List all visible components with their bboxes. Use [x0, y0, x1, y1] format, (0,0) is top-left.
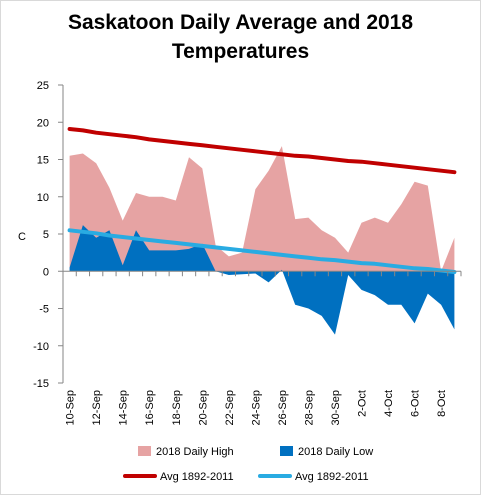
x-tick-label: 4-Oct [383, 390, 395, 417]
y-tick-label: -15 [33, 378, 49, 390]
x-tick-label: 26-Sep [277, 390, 289, 425]
legend-label-2: Avg 1892-2011 [160, 471, 234, 483]
legend-swatch-0 [138, 446, 151, 456]
axes-group: -15 -10 -5 0 5 10 15 20 25 10-Sep 12-Sep 14-Sep 16-S… [18, 80, 462, 426]
y-tick-label: 25 [37, 80, 49, 92]
y-axis-label: C [18, 231, 26, 243]
line-series-2 [67, 127, 457, 175]
area-series-1 [69, 225, 455, 335]
area-series-group [69, 146, 455, 335]
chart-title-line-1: Saskatoon Daily Average and 2018 [67, 11, 414, 34]
y-tick-label: 10 [37, 192, 49, 204]
x-tick-label: 20-Sep [197, 390, 209, 425]
x-tick-label: 2-Oct [357, 390, 369, 417]
chart-title: Saskatoon Daily Average and 2018 Tempera… [0, 8, 481, 66]
legend-label-3: Avg 1892-2011 [295, 471, 369, 483]
x-tick-label: 24-Sep [250, 390, 262, 425]
line-series-3 [67, 228, 457, 274]
x-tick-label: 16-Sep [144, 390, 156, 425]
y-tick-label: 5 [43, 229, 49, 241]
y-tick-label: -10 [33, 341, 49, 353]
x-tick-label: 8-Oct [436, 390, 448, 417]
x-tick-label: 18-Sep [171, 390, 183, 425]
x-tick-label: 14-Sep [118, 390, 130, 425]
chart-title-line-2: Temperatures [171, 40, 310, 63]
x-tick-label: 28-Sep [303, 390, 315, 425]
x-tick-label: 10-Sep [65, 390, 77, 425]
legend-label-1: 2018 Daily Low [298, 446, 373, 458]
x-tick-label: 6-Oct [410, 390, 422, 417]
y-tick-label: -5 [39, 304, 49, 316]
y-tick-label: 15 [37, 155, 49, 167]
line-series-group [67, 127, 457, 274]
legend-label-0: 2018 Daily High [156, 446, 234, 458]
legend-swatch-1 [280, 446, 293, 456]
y-tick-label: 20 [37, 117, 49, 129]
x-tick-label: 12-Sep [91, 390, 103, 425]
legend: 2018 Daily High 2018 Daily Low Avg 1892-20… [123, 446, 373, 483]
y-tick-label: 0 [43, 266, 49, 278]
x-tick-label: 30-Sep [330, 390, 342, 425]
x-tick-label: 22-Sep [224, 390, 236, 425]
